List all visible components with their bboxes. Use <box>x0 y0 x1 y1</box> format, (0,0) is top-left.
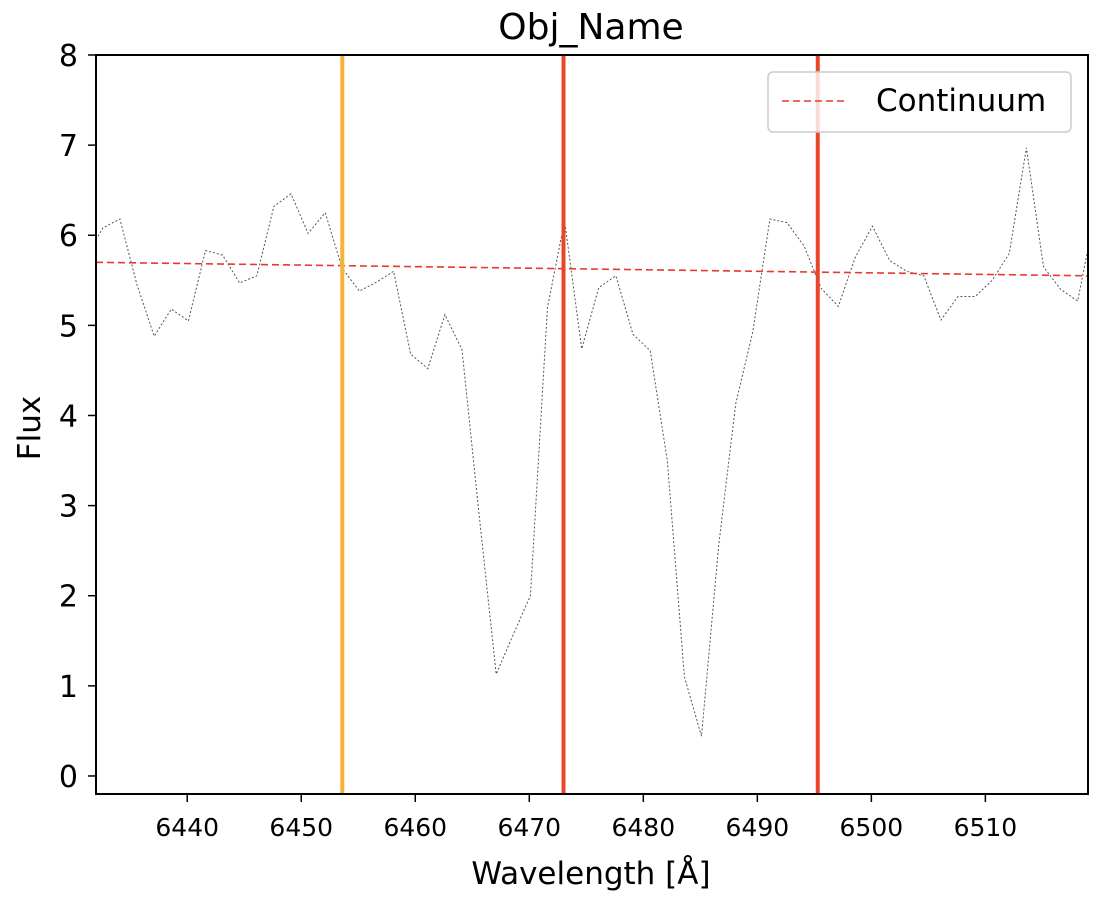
x-axis-label: Wavelength [Å] <box>471 856 710 892</box>
y-tick-label: 4 <box>59 399 78 434</box>
x-axis-ticks: 6440 6450 6460 6470 6480 6490 6500 6510 <box>155 794 1017 842</box>
y-axis-ticks: 0 1 2 3 4 5 6 7 8 <box>59 39 96 795</box>
x-tick-label: 6500 <box>840 813 904 842</box>
x-tick-label: 6490 <box>726 813 790 842</box>
y-tick-label: 7 <box>59 129 78 164</box>
series-line-flux <box>96 147 1088 737</box>
x-tick-label: 6450 <box>269 813 333 842</box>
plot-area <box>96 55 1088 794</box>
x-tick-label: 6460 <box>383 813 447 842</box>
y-tick-label: 6 <box>59 219 78 254</box>
legend-label-continuum: Continuum <box>876 83 1046 119</box>
y-tick-label: 8 <box>59 39 78 74</box>
y-tick-label: 3 <box>59 490 78 525</box>
legend: Continuum <box>767 71 1072 133</box>
y-tick-label: 0 <box>59 760 78 795</box>
series-line-continuum <box>96 261 1088 277</box>
chart-title: Obj_Name <box>498 7 683 48</box>
x-tick-label: 6470 <box>497 813 561 842</box>
y-axis-label: Flux <box>12 396 48 460</box>
y-tick-label: 2 <box>59 580 78 615</box>
plot-frame <box>95 54 1089 795</box>
legend-box <box>767 71 1072 133</box>
y-tick-label: 1 <box>59 670 78 705</box>
y-tick-label: 5 <box>59 309 78 344</box>
x-tick-label: 6440 <box>155 813 219 842</box>
x-tick-label: 6510 <box>954 813 1018 842</box>
x-tick-label: 6480 <box>611 813 675 842</box>
